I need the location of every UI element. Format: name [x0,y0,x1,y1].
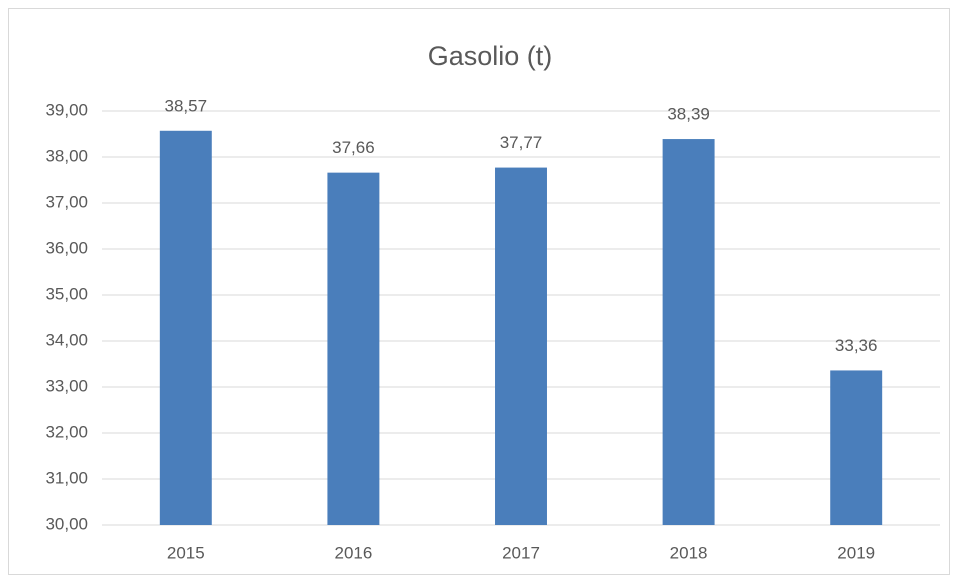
bar [327,172,380,525]
x-tick-label: 2017 [502,543,540,562]
y-tick-label: 34,00 [45,330,88,349]
x-tick-label: 2018 [670,543,708,562]
y-tick-label: 36,00 [45,238,88,257]
bar [830,370,883,525]
y-tick-label: 32,00 [45,422,88,441]
bar [662,139,715,525]
x-tick-label: 2016 [334,543,372,562]
chart-border [8,8,950,575]
data-label: 38,57 [165,96,208,115]
data-label: 38,39 [667,105,710,124]
x-tick-label: 2015 [167,543,205,562]
y-tick-label: 33,00 [45,376,88,395]
data-label: 33,36 [835,336,878,355]
bar [159,130,212,525]
data-label: 37,77 [500,133,543,152]
data-label: 37,66 [332,138,375,157]
x-tick-label: 2019 [837,543,875,562]
chart-title: Gasolio (t) [428,41,553,71]
y-tick-label: 38,00 [45,146,88,165]
bar [495,167,547,525]
y-tick-label: 37,00 [45,192,88,211]
y-tick-label: 30,00 [45,514,88,533]
y-tick-label: 31,00 [45,468,88,487]
y-tick-label: 39,00 [45,100,88,119]
y-tick-label: 35,00 [45,284,88,303]
